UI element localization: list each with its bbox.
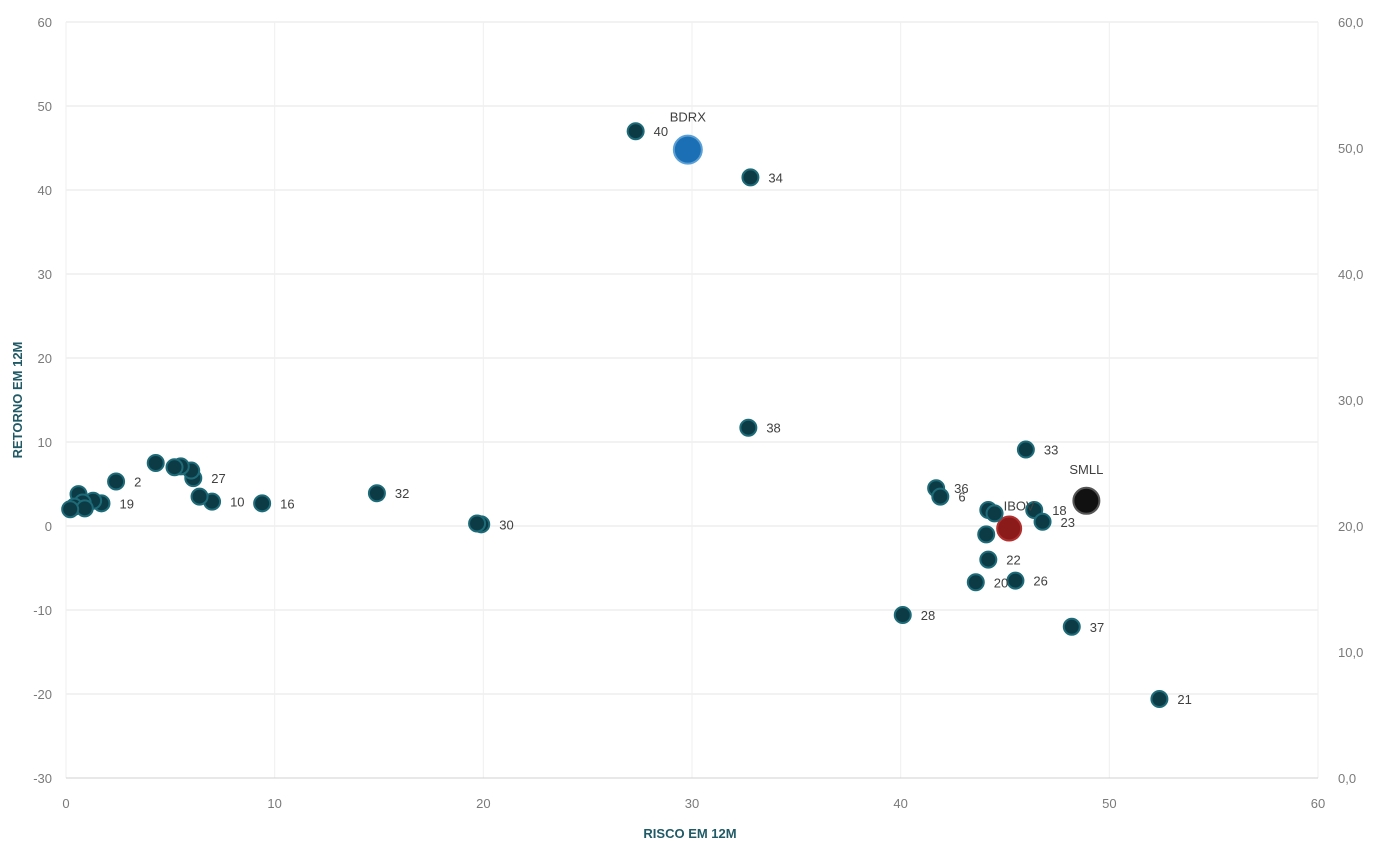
point-label: 18	[1052, 503, 1066, 518]
y-tick-label: 60	[38, 15, 52, 30]
tick-labels: -30 -20 -10 0 10 20 30 40 50 60 0 10 20 30 40 50 60 0,0 10…	[33, 15, 1363, 811]
x-tick-label: 30	[685, 796, 699, 811]
point-16	[253, 494, 272, 513]
point-unlabeled-29	[165, 458, 184, 477]
point-label: 6	[958, 490, 965, 505]
point-26	[1006, 571, 1025, 590]
y2-tick-label: 10,0	[1338, 645, 1363, 660]
point-label: 2	[134, 474, 141, 489]
x-tick-label: 10	[267, 796, 281, 811]
point-label: 22	[1006, 553, 1020, 568]
y-tick-label: 0	[45, 519, 52, 534]
point-label: 28	[921, 608, 935, 623]
point-label: 21	[1177, 692, 1191, 707]
y-tick-label: 20	[38, 351, 52, 366]
point-label: 30	[499, 517, 513, 532]
point-label: 37	[1090, 620, 1104, 635]
data-points	[61, 122, 1169, 709]
point-label: 23	[1061, 515, 1075, 530]
point-20	[966, 573, 985, 592]
point-label: 16	[280, 496, 294, 511]
y-tick-label: -20	[33, 687, 52, 702]
y-tick-label: 10	[38, 435, 52, 450]
point-bdrx	[672, 134, 703, 165]
x-tick-label: 40	[893, 796, 907, 811]
point-33	[1016, 440, 1035, 459]
point-label: IBOV	[1004, 499, 1035, 514]
point-label: 38	[766, 421, 780, 436]
point-label: 19	[119, 496, 133, 511]
y2-tick-label: 40,0	[1338, 267, 1363, 282]
x-tick-label: 20	[476, 796, 490, 811]
point-28	[893, 606, 912, 625]
point-label: 27	[211, 471, 225, 486]
point-37	[1062, 617, 1081, 636]
point-unlabeled-27	[190, 487, 209, 506]
point-smll	[1072, 486, 1101, 515]
point-40	[626, 122, 645, 141]
point-unlabeled-12	[985, 504, 1004, 523]
point-label: BDRX	[670, 110, 706, 125]
point-32	[367, 484, 386, 503]
point-6	[931, 487, 950, 506]
x-axis-label: RISCO EM 12M	[643, 826, 736, 841]
gridlines	[65, 21, 1319, 779]
y-tick-label: -10	[33, 603, 52, 618]
point-label: 36	[954, 481, 968, 496]
point-label: 26	[1033, 574, 1047, 589]
y-tick-label: 40	[38, 183, 52, 198]
point-label: 34	[768, 170, 782, 185]
point-unlabeled-38	[61, 500, 80, 519]
point-unlabeled-30	[146, 454, 165, 472]
point-22	[979, 550, 998, 569]
point-2	[107, 472, 126, 491]
y-tick-label: 30	[38, 267, 52, 282]
point-label: 10	[230, 495, 244, 510]
point-label: 20	[994, 575, 1008, 590]
y2-tick-label: 20,0	[1338, 519, 1363, 534]
y-axis-label: RETORNO EM 12M	[10, 342, 25, 459]
point-label: 33	[1044, 443, 1058, 458]
point-23	[1033, 512, 1052, 531]
point-unlabeled-22	[468, 514, 487, 533]
point-label: 40	[654, 124, 668, 139]
x-tick-label: 0	[62, 796, 69, 811]
y2-tick-label: 0,0	[1338, 771, 1356, 786]
y2-tick-label: 50,0	[1338, 141, 1363, 156]
y2-tick-label: 30,0	[1338, 393, 1363, 408]
y-tick-label: -30	[33, 771, 52, 786]
y2-tick-label: 60,0	[1338, 15, 1363, 30]
y-tick-label: 50	[38, 99, 52, 114]
x-tick-label: 50	[1102, 796, 1116, 811]
point-label: SMLL	[1069, 462, 1103, 477]
point-label: 32	[395, 486, 409, 501]
point-38	[739, 418, 758, 437]
x-tick-label: 60	[1311, 796, 1325, 811]
point-ibov	[996, 515, 1023, 542]
point-unlabeled-37	[75, 499, 94, 518]
point-34	[741, 168, 760, 187]
point-unlabeled-13	[977, 525, 996, 544]
point-21	[1150, 690, 1169, 709]
